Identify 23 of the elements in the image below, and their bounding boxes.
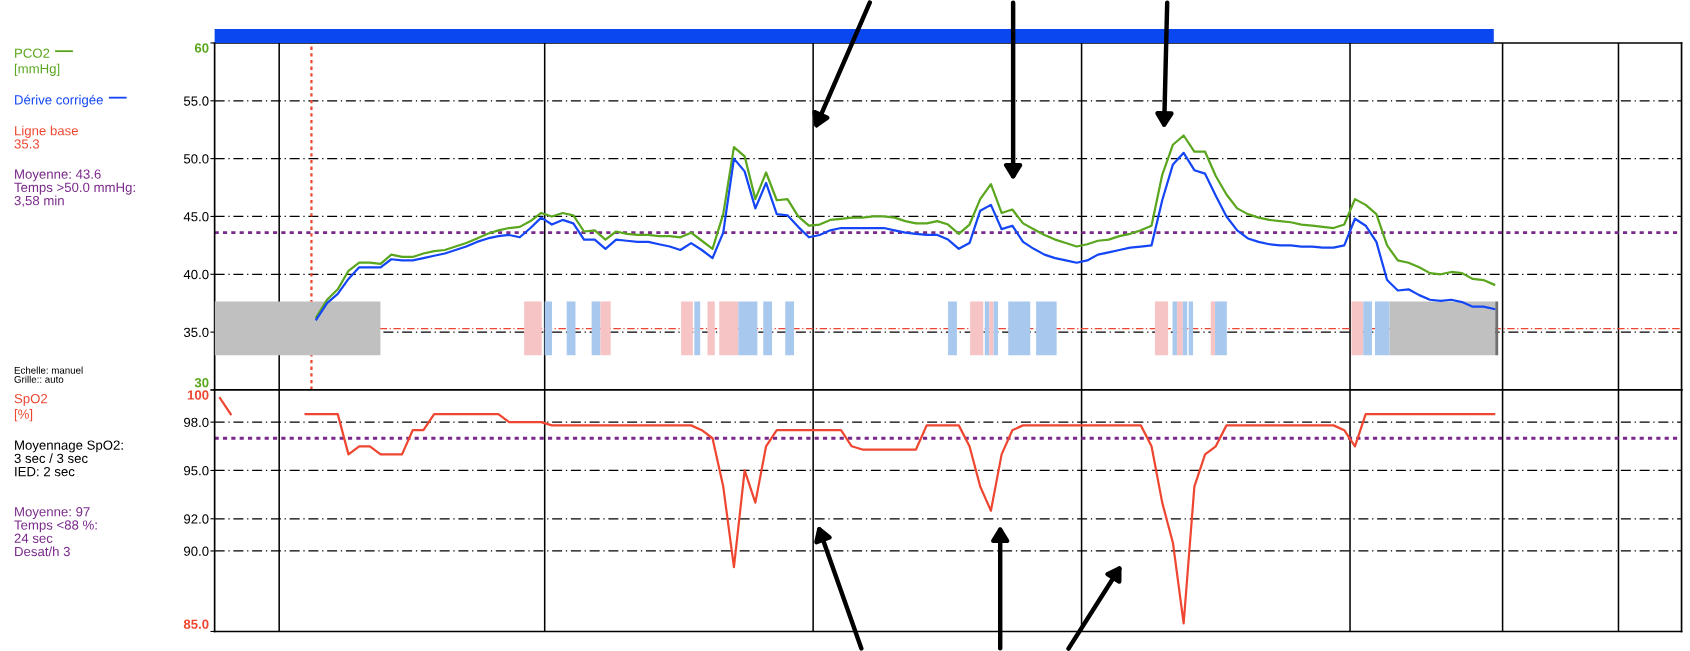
- y-tick-label: 55.0: [183, 96, 209, 106]
- text: SpO2: [14, 393, 48, 406]
- ref-line-label: Moyenne: 97 Temps <88 %: 24 sec Desat/h 3: [14, 507, 97, 557]
- y-axis-title: [mmHg]: [14, 63, 60, 76]
- legend-label: Dérive corrigée: [15, 94, 103, 108]
- text: Echelle: manuel Grille:: auto: [14, 366, 83, 383]
- ref-line-label: Moyenne: 43.6 Temps >50.0 mmHg: 3,58 min: [14, 169, 135, 207]
- y-tick-label: 85.0: [183, 619, 209, 629]
- y-tick-label: 40.0: [183, 269, 209, 280]
- y-tick-label: 30: [194, 378, 209, 388]
- legend-label: PCO2: [15, 48, 50, 58]
- text: Moyennage SpO2: 3 sec / 3 sec IED: 2 sec: [14, 440, 123, 477]
- y-tick-label: 50.0: [183, 154, 209, 164]
- y-tick-label: 45.0: [183, 212, 209, 222]
- y-tick-label: 98.0: [184, 417, 209, 428]
- y-tick-label: 100: [187, 390, 209, 400]
- y-tick-label: 95.0: [184, 466, 209, 476]
- y-tick-label: 92.0: [184, 514, 209, 524]
- y-tick-label: 35.0: [183, 327, 209, 338]
- ref-line-label: Ligne base 35.3: [14, 125, 78, 149]
- y-tick-label: 60: [194, 43, 209, 53]
- y-tick-label: 90.0: [184, 546, 209, 556]
- y-axis-title: [%]: [14, 409, 33, 422]
